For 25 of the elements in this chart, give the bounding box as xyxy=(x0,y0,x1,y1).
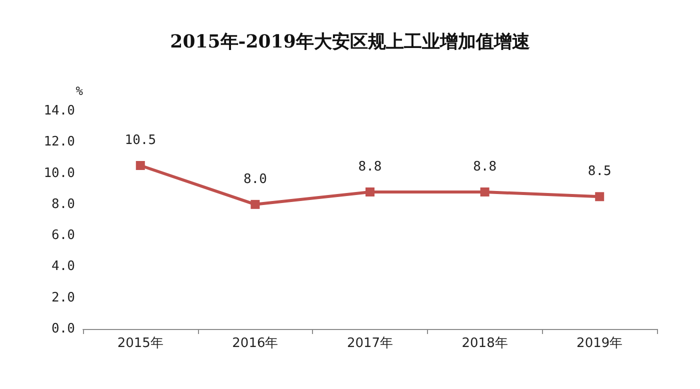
point xyxy=(136,161,145,170)
data-label: 10.5 xyxy=(124,133,156,148)
chart-title: 2015年-2019年大安区规上工业增加值增速 xyxy=(170,32,530,52)
point xyxy=(480,187,490,196)
x-tick-label: 2018年 xyxy=(462,336,508,351)
data-label: 8.5 xyxy=(588,164,612,180)
y-tick-label: 2.0 xyxy=(52,290,75,306)
x-tick-label: 2015年 xyxy=(117,336,164,351)
y-tick-label: 12.0 xyxy=(44,134,75,150)
data-label: 8.0 xyxy=(243,172,267,187)
y-axis-title: % xyxy=(76,84,84,98)
point xyxy=(250,200,260,209)
data-label: 8.8 xyxy=(473,159,497,174)
y-tick-label: 4.0 xyxy=(52,259,75,274)
y-tick-label: 6.0 xyxy=(52,228,75,244)
y-tick-label: 14.0 xyxy=(44,104,75,118)
x-tick-label: 2017年 xyxy=(346,336,394,351)
x-tick-label: 2019年 xyxy=(576,336,623,351)
y-tick-label: 0.0 xyxy=(52,322,75,336)
y-tick-label: 10.0 xyxy=(44,166,75,181)
x-tick-label: 2016年 xyxy=(232,336,278,351)
point xyxy=(595,192,604,202)
data-label: 8.8 xyxy=(358,159,382,174)
y-tick-label: 8.0 xyxy=(52,196,75,212)
point xyxy=(366,187,374,196)
